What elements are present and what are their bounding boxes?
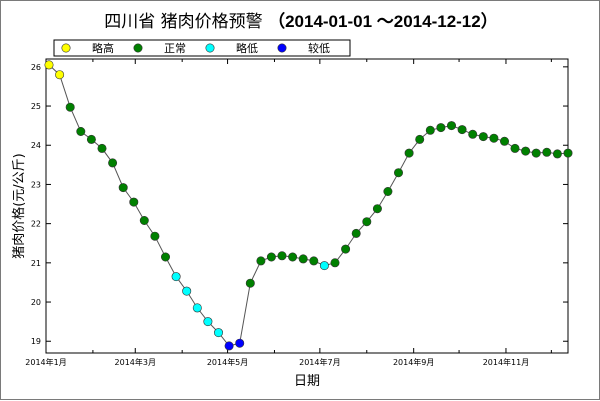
- data-point: [214, 328, 224, 338]
- data-point: [521, 146, 531, 156]
- data-point: [298, 254, 308, 264]
- x-axis-title: 日期: [294, 374, 320, 389]
- data-point: [256, 256, 266, 266]
- y-tick-label: 26: [31, 63, 41, 72]
- data-point: [468, 129, 478, 139]
- x-tick-label: 2014年7月: [299, 357, 340, 367]
- data-point: [139, 216, 149, 226]
- data-point: [55, 70, 65, 80]
- data-point: [552, 149, 562, 159]
- data-point: [150, 231, 160, 241]
- legend-label-slightly_high: 略高: [92, 41, 114, 55]
- chart-title-prefix: 四川省 猪肉价格预警: [104, 12, 269, 32]
- data-point: [108, 158, 118, 168]
- chart-title: 四川省 猪肉价格预警 （2014-01-01 ～2014-12-12）: [1, 7, 600, 32]
- data-point: [76, 127, 86, 137]
- data-point: [457, 125, 467, 135]
- data-point: [330, 258, 340, 268]
- legend-label-normal: 正常: [164, 42, 186, 55]
- legend-marker-slightly_low: [205, 43, 215, 53]
- legend-label-slightly_low: 略低: [236, 41, 258, 55]
- data-point: [362, 217, 372, 227]
- data-point: [478, 132, 488, 142]
- data-point: [192, 303, 202, 313]
- y-tick-label: 22: [31, 220, 41, 229]
- data-point: [182, 286, 192, 296]
- x-tick-label: 2014年1月: [25, 357, 66, 367]
- x-tick-label: 2014年9月: [393, 357, 434, 367]
- data-point: [129, 197, 139, 207]
- data-point: [446, 121, 456, 131]
- legend-marker-normal: [133, 43, 143, 53]
- data-point: [489, 133, 499, 143]
- data-point: [161, 252, 171, 262]
- data-point: [118, 183, 128, 193]
- data-point: [372, 204, 382, 214]
- y-tick-label: 19: [31, 337, 41, 346]
- data-point: [224, 341, 234, 351]
- data-point: [499, 136, 509, 146]
- data-point: [235, 338, 245, 348]
- data-point: [425, 125, 435, 135]
- data-point: [266, 252, 276, 262]
- legend-label-relatively_low: 较低: [308, 41, 330, 55]
- x-tick-label: 2014年11月: [483, 357, 530, 367]
- x-tick-label: 2014年5月: [207, 357, 248, 367]
- data-point: [563, 148, 573, 158]
- data-point: [319, 261, 329, 271]
- chart-title-range: （2014-01-01 ～2014-12-12）: [268, 12, 498, 31]
- data-point: [245, 278, 255, 288]
- data-point: [383, 187, 393, 197]
- y-axis-title: 猪肉价格(元/公斤): [11, 153, 27, 259]
- plot-area-border: [45, 58, 569, 354]
- data-point: [288, 252, 298, 262]
- data-point: [415, 134, 425, 144]
- data-point: [171, 272, 181, 282]
- data-point: [351, 228, 361, 238]
- data-point: [404, 148, 414, 158]
- data-point: [393, 168, 403, 178]
- data-point: [97, 143, 107, 153]
- y-tick-label: 20: [31, 298, 41, 307]
- data-point: [277, 251, 287, 261]
- y-tick-label: 23: [31, 180, 41, 189]
- data-point: [65, 102, 75, 112]
- y-tick-label: 24: [31, 141, 41, 150]
- legend-marker-slightly_high: [61, 43, 71, 53]
- y-tick-label: 25: [31, 102, 41, 111]
- data-point: [86, 134, 96, 144]
- data-point: [309, 256, 319, 266]
- legend-marker-relatively_low: [277, 43, 287, 53]
- x-tick-label: 2014年3月: [115, 357, 156, 367]
- price-series-line: [48, 64, 569, 347]
- data-point: [44, 60, 54, 70]
- y-tick-label: 21: [31, 259, 41, 268]
- legend-box: [53, 39, 351, 57]
- data-point: [203, 317, 213, 327]
- data-point: [542, 147, 552, 157]
- data-point: [341, 244, 351, 254]
- data-point: [436, 123, 446, 133]
- data-point: [510, 143, 520, 153]
- data-point: [531, 148, 541, 158]
